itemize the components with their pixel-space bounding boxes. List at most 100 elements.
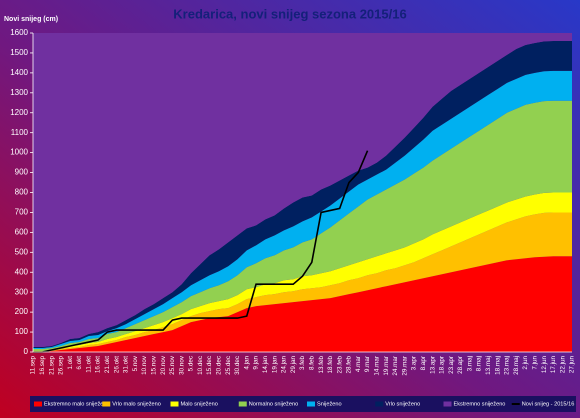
y-tick-label: 500 [15,247,29,256]
legend-marker [375,401,384,407]
x-tick-label: 5.dec [188,356,195,371]
x-tick-label: 18.feb [327,356,334,374]
x-tick-label: 8.maj [476,356,483,371]
y-tick-label: 400 [15,267,29,276]
x-tick-label: 3.apr [411,356,418,370]
y-tick-label: 1500 [10,48,28,57]
x-tick-label: 22.jun [559,356,566,374]
line [33,150,369,353]
x-tick-label: 28.apr [457,356,464,374]
x-tick-label: 28.maj [513,356,520,375]
y-tick-label: 1000 [10,148,28,157]
x-tick-label: 8.apr [420,356,427,370]
x-tick-label: 2.jun [522,356,529,370]
area [33,100,572,352]
y-tick-label: 200 [15,307,29,316]
x-tick-label: 16.okt [95,356,102,373]
x-tick-label: 25.dec [225,356,232,375]
area [33,40,572,349]
area [33,212,572,352]
legend-marker [307,401,315,407]
x-tick-label: 20.dec [216,356,223,375]
y-tick-label: 700 [15,208,29,217]
y-tick-label: 100 [15,327,29,336]
x-tick-label: 4.mar [355,356,362,372]
x-tick-label: 10.nov [141,355,148,375]
x-tick-label: 21.okt [104,356,111,373]
legend-label: Vrlo malo sniježeno [112,401,161,407]
x-tick-label: 19.mar [383,356,390,376]
x-tick-label: 13.feb [318,356,325,374]
x-tick-label: 18.maj [494,356,501,375]
x-tick-label: 6.okt [76,356,83,370]
x-tick-label: 3.maj [466,356,473,371]
x-tick-label: 23.apr [448,356,455,374]
x-tick-label: 26.okt [113,356,120,373]
x-tick-label: 30.dec [234,356,241,375]
legend-marker [170,401,179,407]
x-tick-label: 24.mar [392,356,399,376]
x-tick-label: 9.jan [253,356,260,370]
x-tick-label: 30.nov [178,355,185,375]
legend-label: Normalno sniježeno [249,401,298,407]
x-tick-label: 11.okt [85,356,92,373]
x-tick-label: 23.feb [336,356,343,374]
legend-label: Vrlo sniježeno [385,401,420,407]
x-tick-label: 26.sep [58,356,65,375]
x-tick-label: 24.jan [281,356,288,374]
legend-label: Ekstremno sniježeno [454,401,506,407]
x-tick-label: 14.jan [262,356,269,374]
x-tick-label: 15.nov [150,355,157,375]
legend-marker [34,401,42,407]
x-tick-label: 18.apr [439,356,446,374]
x-tick-label: 9.mar [364,356,371,372]
y-tick-label: 1600 [10,28,28,37]
y-tick-label: 1200 [10,108,28,117]
x-tick-label: 17.jun [550,356,557,374]
y-tick-label: 600 [15,227,29,236]
x-tick-label: 29.mar [401,356,408,376]
area [33,256,572,352]
x-tick-label: 16.sep [39,356,46,375]
top-area [33,33,572,348]
legend-label: Ekstremno malo sniježeno [44,401,110,407]
legend-label: Novi snijeg - 2015/16 [522,401,575,407]
x-tick-label: 31.okt [123,356,130,373]
y-tick-label: 1400 [10,68,28,77]
x-tick-label: 23.maj [504,356,511,375]
legend-box [30,396,576,412]
x-tick-label: 28.feb [346,356,353,374]
x-tick-label: 15.dec [206,356,213,375]
y-tick-label: 900 [15,168,29,177]
x-tick-label: 19.jan [271,356,278,374]
x-tick-label: 25.nov [169,355,176,375]
area [33,70,572,350]
x-tick-label: 4.jan [243,356,250,370]
x-tick-label: 1.okt [67,356,74,370]
y-tick-label: 1100 [11,128,29,137]
x-tick-label: 20.nov [160,355,167,375]
x-tick-label: 13.maj [485,356,492,375]
legend-label: Malo sniježeno [181,401,218,407]
x-tick-label: 7.jun [531,356,538,370]
y-axis-label: Novi snijeg (cm) [4,16,58,23]
x-tick-label: 21.sep [48,356,55,375]
x-tick-label: 29.jan [290,356,297,374]
x-tick-label: 11.sep [30,356,37,375]
chart-title: Kredarica, novi snijeg sezona 2015/16 [173,6,406,21]
y-tick-label: 300 [15,287,29,296]
x-tick-label: 13.apr [429,356,436,374]
x-tick-label: 8.feb [308,356,315,371]
legend-marker [102,401,111,407]
y-tick-label: 1300 [10,88,28,97]
legend-marker [238,401,247,407]
y-tick-label: 800 [15,188,29,197]
y-tick-label: 0 [24,347,29,356]
x-tick-label: 12.jun [541,356,548,374]
x-tick-label: 5.nov [132,355,139,371]
x-tick-label: 27.jun [569,356,576,374]
legend-marker [443,401,452,407]
x-tick-label: 3.feb [299,356,306,371]
legend-label: Sniježeno [317,401,342,407]
